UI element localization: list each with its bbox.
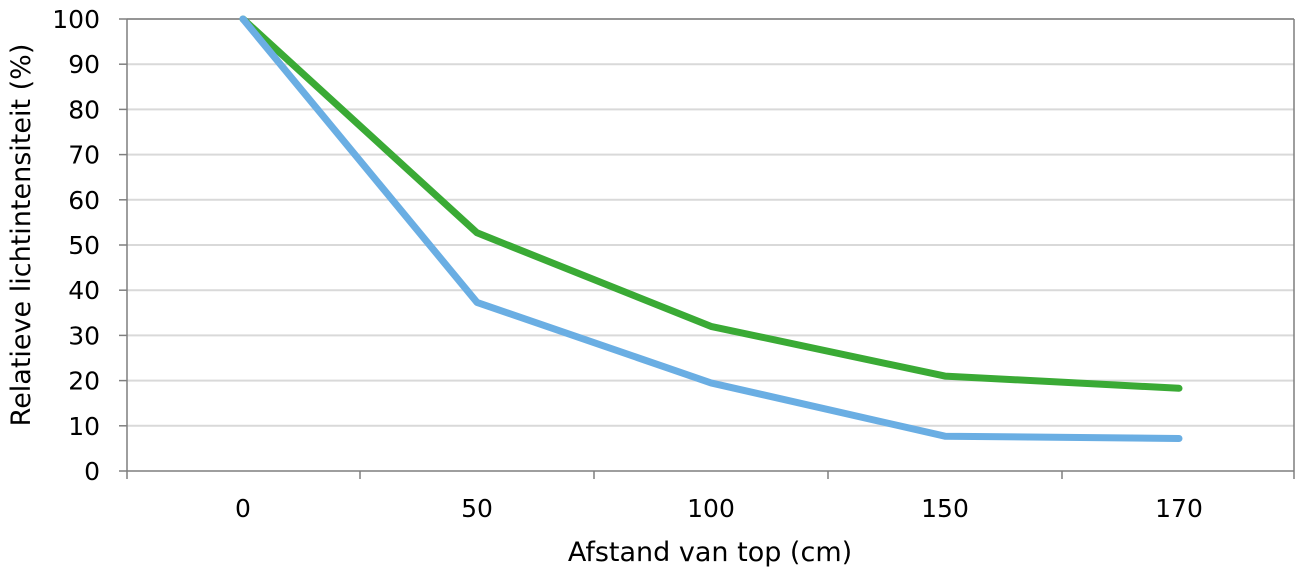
y-tick-label: 40 (68, 276, 100, 305)
y-tick-label: 30 (68, 321, 100, 350)
y-tick-label: 10 (68, 412, 100, 441)
y-axis-title: Relatieve lichtintensiteit (%) (6, 44, 37, 427)
x-tick-label: 0 (235, 494, 251, 523)
y-tick-label: 50 (68, 231, 100, 260)
x-tick-label: 100 (687, 494, 735, 523)
x-tick-label: 50 (461, 494, 493, 523)
y-tick-labels: 0 10 20 30 40 50 60 70 80 90 100 (52, 5, 100, 486)
x-tick-label: 150 (921, 494, 969, 523)
series-line-1 (239, 15, 1183, 392)
y-tick-label: 80 (68, 95, 100, 124)
y-tick-label: 70 (68, 141, 100, 170)
series-lines (239, 15, 1183, 442)
y-tick-label: 90 (68, 50, 100, 79)
axes (119, 18, 1295, 479)
x-axis-title: Afstand van top (cm) (568, 537, 852, 568)
x-tick-labels: 0 50 100 150 170 (235, 494, 1203, 523)
y-tick-label: 60 (68, 186, 100, 215)
x-tick-label: 170 (1155, 494, 1203, 523)
series-line-2 (239, 15, 1183, 442)
y-tick-label: 100 (52, 5, 100, 34)
gridlines (127, 18, 1294, 427)
y-tick-label: 0 (84, 457, 100, 486)
y-tick-label: 20 (68, 367, 100, 396)
